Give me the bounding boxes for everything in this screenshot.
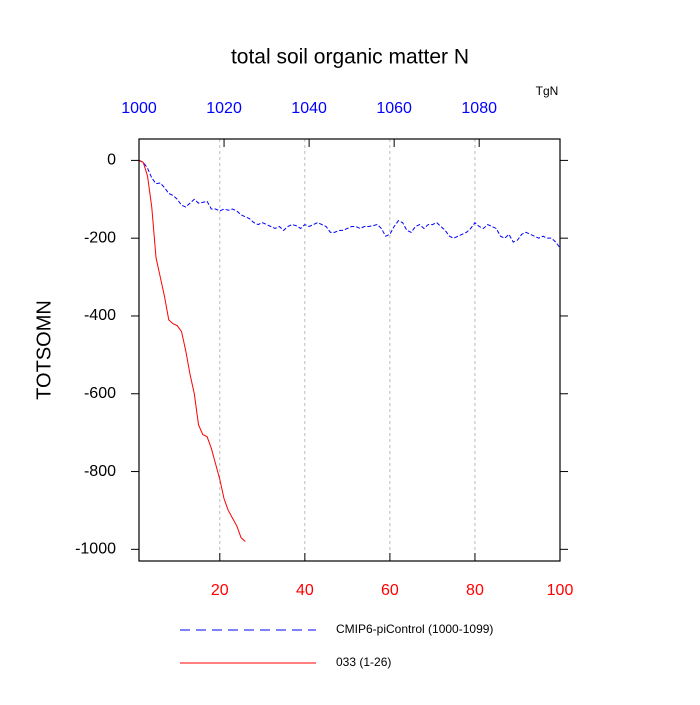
y-tick-label: 0 (107, 152, 116, 169)
plot-frame (138, 138, 561, 562)
chart-title: total soil organic matter N (231, 46, 469, 69)
y-tick-label: -600 (84, 385, 116, 402)
x2-tick-label: 1040 (291, 100, 327, 117)
x-tick-label: 80 (466, 582, 484, 599)
y-tick-label: -200 (84, 229, 116, 246)
x2-units: TgN (536, 84, 559, 98)
x2-tick-label: 1060 (376, 100, 412, 117)
y-axis-label: TOTSOMN (33, 300, 55, 400)
x2-tick-label: 1020 (206, 100, 242, 117)
x-tick-label: 40 (296, 582, 314, 599)
series-line (138, 159, 561, 249)
y-tick-label: -400 (84, 307, 116, 324)
x2-tick-label: 1000 (121, 100, 157, 117)
x-tick-label: 100 (547, 582, 574, 599)
x-tick-label: 60 (381, 582, 399, 599)
legend-label: CMIP6-piControl (1000-1099) (336, 622, 493, 636)
y-tick-label: -1000 (75, 541, 116, 558)
x2-tick-label: 1080 (461, 100, 497, 117)
legend-label: 033 (1-26) (336, 655, 391, 669)
y-tick-label: -800 (84, 463, 116, 480)
series-line (138, 159, 246, 542)
x-tick-label: 20 (211, 582, 229, 599)
